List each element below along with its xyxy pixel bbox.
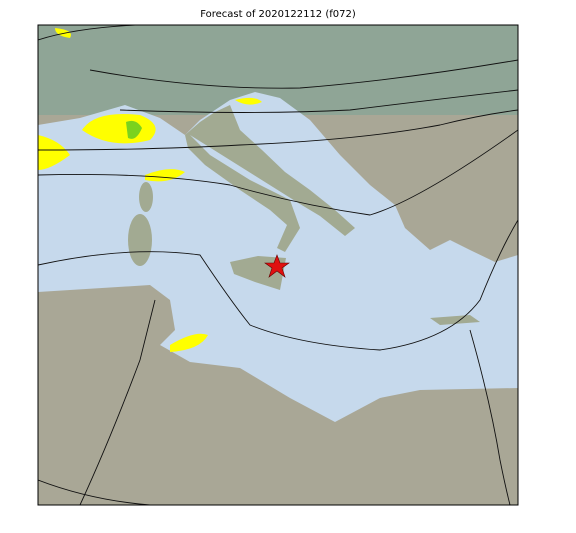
event-star [264, 254, 290, 278]
sardinia [128, 214, 152, 266]
isobar [38, 109, 518, 151]
isobar [38, 25, 230, 41]
map-frame [37, 24, 519, 506]
crete [430, 315, 480, 325]
isobar [89, 59, 518, 89]
wind-patches [38, 28, 262, 352]
isobar [38, 129, 518, 216]
isobar [469, 329, 511, 505]
map-area [38, 25, 518, 505]
wind-patch-green [126, 120, 142, 139]
isobar [38, 479, 151, 505]
corsica [139, 182, 153, 212]
isobar [119, 89, 518, 113]
map-title: Forecast of 2020122112 (f072) [200, 9, 356, 20]
isobar [79, 299, 156, 505]
italy [185, 105, 355, 252]
isobar [38, 219, 518, 351]
